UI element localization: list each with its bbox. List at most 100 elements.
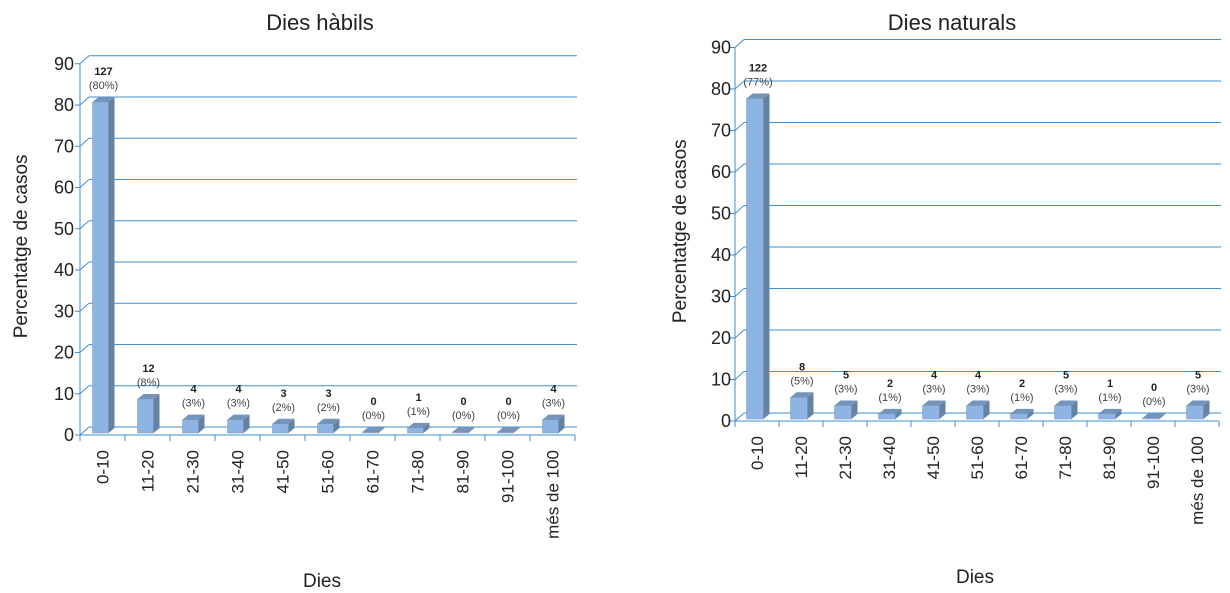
- bar-side: [558, 414, 565, 433]
- gridline-diag: [79, 55, 90, 65]
- bar: [1010, 408, 1034, 420]
- x-tick-label: 91-100: [1144, 436, 1163, 489]
- x-tick-label: més de 100: [1188, 436, 1207, 525]
- bar: [182, 414, 205, 434]
- data-label-percent: (0%): [452, 410, 475, 422]
- x-tick-label: 71-80: [1056, 436, 1075, 479]
- x-tick-label: 61-70: [364, 450, 383, 493]
- bar-front: [746, 98, 764, 420]
- bar-front: [497, 431, 514, 434]
- bar-top: [317, 418, 340, 424]
- bar-front: [1010, 413, 1028, 420]
- data-label-count: 0: [370, 396, 376, 408]
- bar-side: [423, 422, 430, 433]
- y-tick-label: 60: [54, 178, 74, 198]
- bar-side: [983, 400, 990, 419]
- bar: [497, 427, 520, 434]
- bar-top: [1142, 413, 1166, 418]
- bar-side: [153, 394, 160, 433]
- bar-front: [92, 101, 109, 434]
- bar-top: [1186, 400, 1210, 406]
- bar-top: [1010, 408, 1034, 414]
- bar-top: [227, 414, 250, 420]
- x-tick-label: més de 100: [544, 450, 563, 539]
- data-label-percent: (3%): [966, 384, 989, 396]
- data-label-percent: (3%): [1186, 384, 1209, 396]
- x-tick-label: 51-60: [968, 436, 987, 479]
- data-label-percent: (2%): [272, 402, 295, 414]
- data-label-percent: (3%): [1054, 384, 1077, 396]
- y-tick-label: 90: [54, 54, 74, 74]
- data-label-percent: (8%): [137, 377, 160, 389]
- bar-side: [1071, 400, 1078, 419]
- bar-side: [468, 427, 475, 433]
- bar-top: [834, 400, 858, 406]
- bar-front: [1186, 405, 1204, 420]
- bar: [452, 427, 475, 434]
- data-label-count: 4: [190, 384, 197, 396]
- data-label-count: 3: [325, 388, 331, 400]
- data-label-percent: (3%): [834, 384, 857, 396]
- x-tick-label: 51-60: [319, 450, 338, 493]
- bar: [834, 400, 858, 420]
- bar: [137, 394, 160, 434]
- gridline-diag: [734, 288, 745, 297]
- data-label-percent: (2%): [317, 402, 340, 414]
- y-tick-label: 90: [711, 38, 731, 58]
- x-tick-label: 11-20: [792, 436, 811, 478]
- x-axis-title: Dies: [303, 571, 341, 592]
- bar-top: [497, 427, 520, 432]
- x-tick-label: 41-50: [924, 436, 943, 479]
- gridline-diag: [79, 96, 90, 106]
- bar: [790, 392, 814, 420]
- bar: [542, 414, 565, 434]
- data-label-count: 8: [799, 361, 805, 373]
- data-label-percent: (1%): [1010, 392, 1033, 404]
- x-tick-label: 21-30: [184, 450, 203, 493]
- x-tick-label: 41-50: [274, 450, 293, 493]
- x-tick-label: 71-80: [409, 450, 428, 493]
- data-label-count: 5: [1195, 370, 1201, 382]
- data-label-percent: (5%): [790, 375, 813, 387]
- data-label-percent: (0%): [362, 410, 385, 422]
- bar-front: [1054, 405, 1072, 420]
- bar-top: [182, 414, 205, 420]
- gridline-diag: [79, 426, 90, 436]
- bar: [92, 97, 115, 434]
- bar-top: [966, 400, 990, 406]
- y-tick-label: 0: [64, 425, 74, 445]
- x-tick-label: 0-10: [748, 436, 767, 470]
- y-axis-title: Percentatge de casos: [670, 139, 691, 323]
- x-tick-label: 91-100: [499, 450, 518, 503]
- bar-front: [452, 431, 469, 434]
- bar-side: [378, 427, 385, 433]
- gridline-diag: [79, 179, 90, 188]
- gridline-diag: [734, 329, 745, 339]
- bar-front: [790, 397, 808, 420]
- x-tick-label: 0-10: [94, 450, 113, 484]
- x-tick-label: 81-90: [454, 450, 473, 493]
- data-label-percent: (3%): [227, 398, 250, 410]
- chart-title: Dies hàbils: [266, 10, 374, 35]
- gridline-diag: [79, 137, 90, 147]
- data-label-percent: (0%): [1142, 396, 1165, 408]
- bar-side: [333, 418, 340, 433]
- bar-top: [452, 427, 475, 432]
- data-label-count: 0: [460, 396, 466, 408]
- gridline-diag: [79, 261, 90, 271]
- y-tick-label: 30: [54, 301, 74, 321]
- bar-side: [1027, 408, 1034, 419]
- bar-side: [895, 408, 902, 419]
- bar-top: [790, 392, 814, 398]
- bar-front: [272, 423, 289, 434]
- bar-top: [272, 418, 295, 424]
- bar-top: [1098, 408, 1122, 414]
- gridline-diag: [734, 371, 745, 380]
- bar: [362, 427, 385, 434]
- x-axis-title: Dies: [956, 567, 994, 588]
- data-label-count: 2: [1019, 378, 1025, 390]
- bar-top: [137, 394, 160, 399]
- gridline-diag: [734, 246, 745, 256]
- bar: [1142, 413, 1166, 420]
- gridline-diag: [734, 163, 745, 173]
